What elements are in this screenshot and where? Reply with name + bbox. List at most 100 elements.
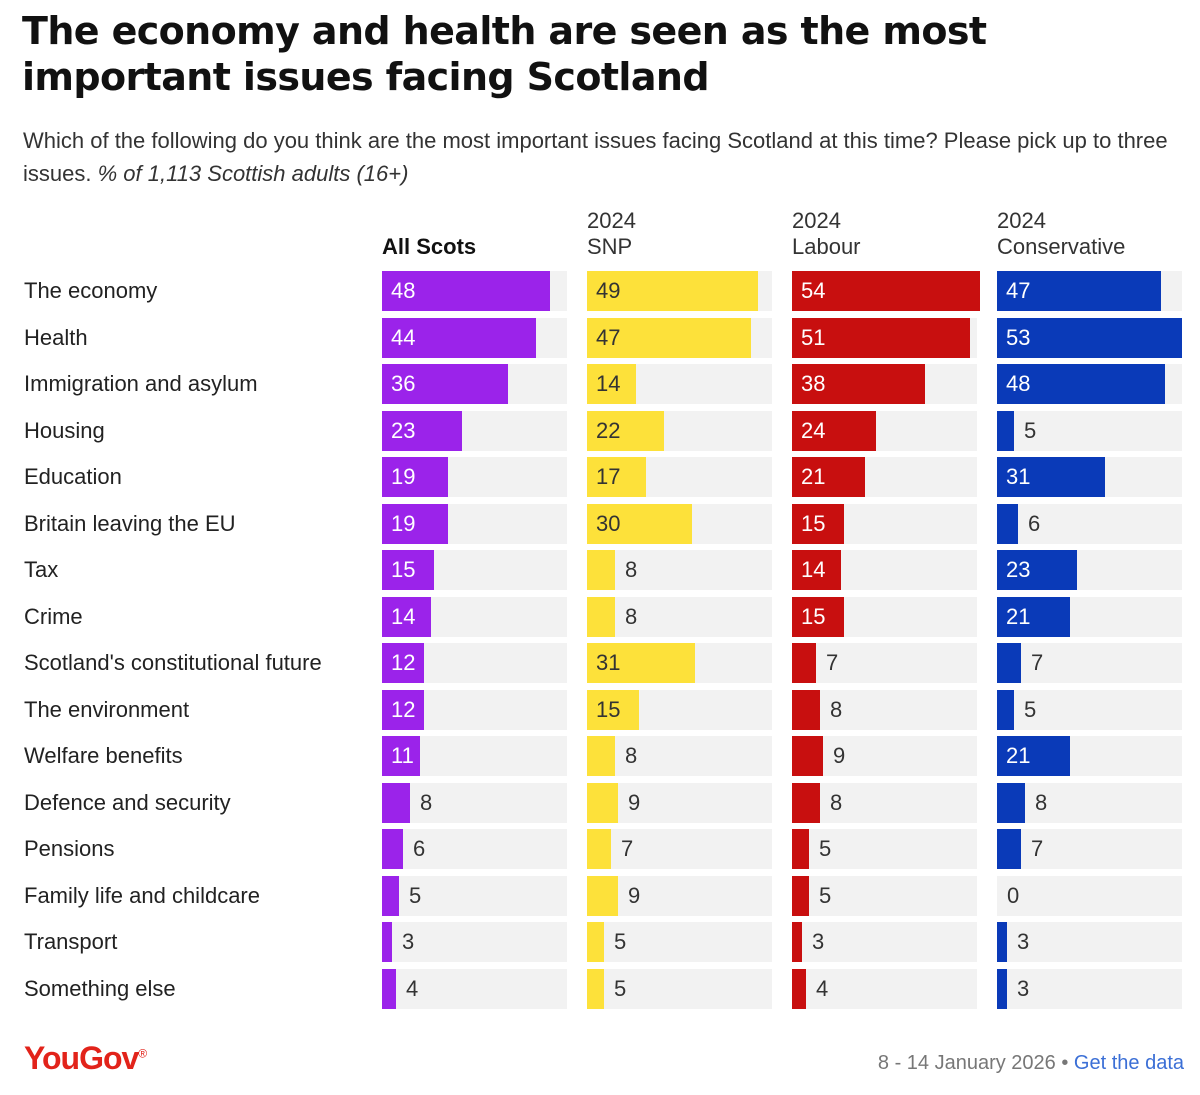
data-label: 6 [413,836,426,861]
data-label: 8 [625,743,638,768]
bar-track: 38 [792,364,977,404]
data-label: 8 [830,789,843,815]
category-label: The environment [24,696,190,722]
category-label: Health [24,324,88,350]
bar [587,596,615,637]
data-label: 21 [1006,603,1031,629]
column-header-year: 2024 [792,208,841,233]
bar [587,271,758,311]
bar [382,736,420,776]
bar-track: 7 [792,643,977,683]
bar [587,503,692,544]
category-label: Immigration and asylum [24,371,258,396]
bar [587,689,639,730]
data-label: 5 [614,975,627,1001]
data-label: 7 [621,836,634,861]
bar [382,364,508,404]
data-label: 47 [596,324,621,350]
bar-track: 8 [587,596,772,637]
bar-track: 51 [792,317,977,358]
data-label: 4 [406,975,419,1001]
data-label: 48 [1006,371,1031,396]
bar [792,875,809,916]
bar-track: 12 [382,689,567,730]
data-label: 15 [801,510,826,536]
data-label: 8 [830,696,843,722]
bar-track: 23 [382,410,567,451]
column-header-0: All Scots [382,208,567,260]
bar-track: 53 [997,317,1182,358]
data-label: 12 [391,696,416,722]
data-label: 7 [1031,836,1044,861]
bar [587,410,664,451]
bar [587,875,618,916]
data-label: 53 [1006,324,1031,350]
bar [587,317,751,358]
bar-track: 48 [382,271,567,311]
data-label: 7 [1031,650,1044,675]
data-label: 9 [628,882,641,908]
get-the-data-link[interactable]: Get the data [1073,1052,1184,1074]
bar [587,968,604,1009]
bar [587,829,611,869]
data-label: 19 [391,510,416,536]
bar-track: 0 [997,875,1182,916]
data-label: 6 [1028,510,1041,536]
bar-track: 5 [997,410,1182,451]
bar [382,271,550,311]
bar-track: 23 [997,550,1182,590]
bar-track: 14 [587,364,772,404]
column-header-name: Conservative [997,234,1126,259]
bar [587,457,646,497]
bar-track: 12 [382,643,567,683]
category-label: Something else [24,975,176,1001]
data-label: 9 [833,743,846,768]
bar-track: 22 [587,410,772,451]
bar [382,457,448,497]
bar [587,643,695,683]
bar-track: 7 [997,643,1182,683]
bar-track: 5 [792,829,977,869]
bar-track: 7 [587,829,772,869]
category-label: Housing [24,417,105,443]
category-label: Transport [24,929,118,954]
bar-track: 6 [382,829,567,869]
bar [997,503,1018,544]
data-label: 17 [596,464,621,489]
bar [587,782,618,823]
data-label: 38 [801,371,826,396]
data-label: 48 [391,278,416,303]
bar-track: 5 [587,922,772,962]
data-label: 31 [596,650,621,675]
bar [382,550,434,590]
bar-track: 21 [997,736,1182,776]
data-label: 3 [402,929,415,954]
bar [792,457,865,497]
bar [792,689,820,730]
footer-dates: 8 - 14 January 2026 [877,1052,1056,1074]
bar [792,317,970,358]
bar-track: 15 [382,550,567,590]
bar-track: 5 [997,689,1182,730]
data-label: 5 [819,882,832,908]
data-label: 23 [391,417,416,443]
bar [792,922,802,962]
bar-track: 3 [792,922,977,962]
bar-track: 8 [792,782,977,823]
category-label: Defence and security [24,789,231,815]
bar-track: 8 [587,736,772,776]
bar [792,643,816,683]
data-label: 51 [801,324,826,350]
category-label: Education [24,464,122,489]
data-label: 19 [391,464,416,489]
data-label: 0 [1007,882,1020,908]
bar [792,968,806,1009]
bar [792,271,980,311]
bar [997,922,1007,962]
bar-track: 47 [997,271,1182,311]
bar [382,410,462,451]
bar [997,364,1165,404]
bar-track: 4 [382,968,567,1009]
bar-track: 8 [382,782,567,823]
bar [997,736,1070,776]
